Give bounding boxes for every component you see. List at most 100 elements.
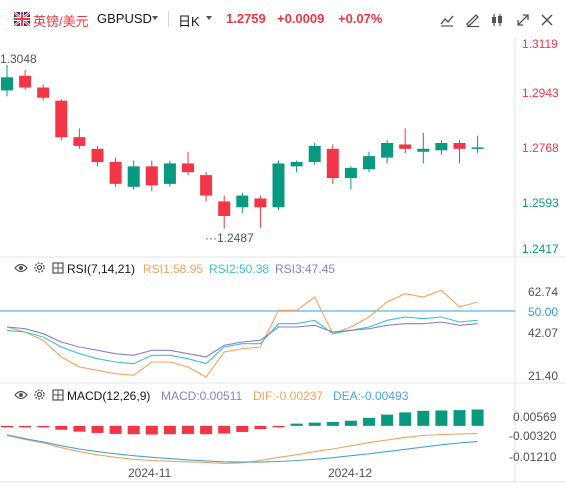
eye-icon[interactable] [14,263,28,273]
macd-bar [272,425,285,428]
rsi-line-rsi3 [6,321,478,358]
price-tick: 1.3119 [522,37,558,51]
low-label-dots: ··· [205,231,217,245]
candle-body [55,100,68,138]
candle-body [73,137,86,146]
rsi-tick: 42.07 [528,326,558,340]
macd-bar [381,414,394,426]
macd-bar [145,425,158,435]
macd-bar [182,425,194,434]
candle-body [1,77,13,91]
candle-body [417,148,430,152]
dif-line [6,433,478,464]
macd-series[interactable] [1,409,484,464]
candle-body [399,144,412,149]
symbol-name[interactable]: 英镑/美元 [33,14,89,29]
rsi3-value: RSI3:47.45 [275,262,335,276]
price-tick: 1.2943 [522,86,559,100]
macd-bar [399,412,412,426]
macd-bar [471,409,484,426]
macd-axis[interactable]: 0.00569 -0.00320 -0.01210 [509,410,557,464]
price-tick: 1.2593 [522,196,559,210]
dif-value: DIF:-0.00237 [253,389,323,403]
rsi-axis[interactable]: 62.74 50.00 42.07 21.40 [528,285,558,383]
macd-bar [344,420,357,426]
candle-body [19,75,32,88]
interval-selector[interactable]: 日K [178,14,200,29]
candle-body [127,166,140,187]
x-tick-label: 2024-11 [128,466,171,480]
candlestick-series[interactable] [1,64,484,229]
candle-body [326,148,339,179]
macd-bar [19,425,32,428]
macd-bar [290,423,303,426]
candle-body [344,167,357,179]
rsi-line-rsi1 [6,289,478,378]
macd-bar [73,425,86,432]
gear-icon[interactable] [34,262,45,273]
rsi-header: RSI(7,14,21) RSI1:58.95 RSI2:50.38 RSI3:… [14,262,335,276]
price-tick: 1.2768 [522,141,559,155]
candle-body [163,163,176,184]
close-icon[interactable] [538,11,556,29]
macd-bar [308,422,321,426]
rsi-title: RSI(7,14,21) [67,262,135,276]
candle-body [91,148,104,162]
high-label: 1.3048 [0,52,37,66]
flag-uk-icon [14,12,30,26]
symbol-code[interactable]: GBPUSD [97,11,152,26]
rsi-lines[interactable] [6,289,478,378]
divider [168,11,169,27]
rsi2-value: RSI2:50.38 [209,262,269,276]
candle-body [308,145,321,162]
candle-body [471,147,484,149]
candle-body [200,175,213,196]
dea-value: DEA:-0.00493 [333,389,409,403]
indicator-box-icon[interactable] [52,389,64,401]
macd-bar [163,425,176,435]
chart-header: 英镑/美元 GBPUSD 日K 1.2759 +0.0009 +0.07% [0,0,566,38]
last-price: 1.2759 [226,11,266,26]
macd-bar [417,410,430,426]
macd-bar [91,425,104,433]
macd-tick: 0.00569 [513,410,557,424]
price-axis[interactable]: 1.3119 1.2943 1.2768 1.2593 1.2417 [522,37,559,256]
candle-body [272,163,285,208]
fullscreen-icon[interactable] [514,11,532,29]
macd-bar [127,425,140,435]
dea-line [6,434,478,463]
price-change: +0.0009 [277,11,325,26]
candle-body [363,156,375,170]
candle-body [381,142,394,158]
caret-down-icon[interactable] [206,16,212,20]
gear-icon[interactable] [34,389,45,400]
candle-body [37,87,50,98]
eye-icon[interactable] [14,390,28,400]
drawing-tool-icon[interactable] [464,11,482,29]
macd-bar [453,410,466,426]
candles-icon[interactable] [488,11,506,29]
candle-body [435,142,448,151]
macd-tick: -0.01210 [509,450,557,464]
macd-bar [254,425,267,430]
candle-body [182,163,194,173]
macd-bar [363,417,375,426]
macd-header: MACD(12,26,9) MACD:0.00511 DIF:-0.00237 … [14,389,409,403]
caret-down-icon[interactable] [152,16,158,20]
indicator-box-icon[interactable] [52,262,64,274]
macd-bar [218,425,231,434]
rsi1-value: RSI1:58.95 [143,262,203,276]
candle-body [236,195,249,208]
candle-body [254,198,267,208]
indicator-icon[interactable] [438,11,456,29]
candle-body [109,161,122,184]
candle-body [453,142,466,149]
macd-bar [55,425,68,430]
macd-bar [200,425,213,435]
macd-bar [435,410,448,426]
macd-bar [109,425,122,434]
rsi-tick: 21.40 [528,369,558,383]
macd-bar [236,425,249,432]
price-change-pct: +0.07% [338,11,383,26]
